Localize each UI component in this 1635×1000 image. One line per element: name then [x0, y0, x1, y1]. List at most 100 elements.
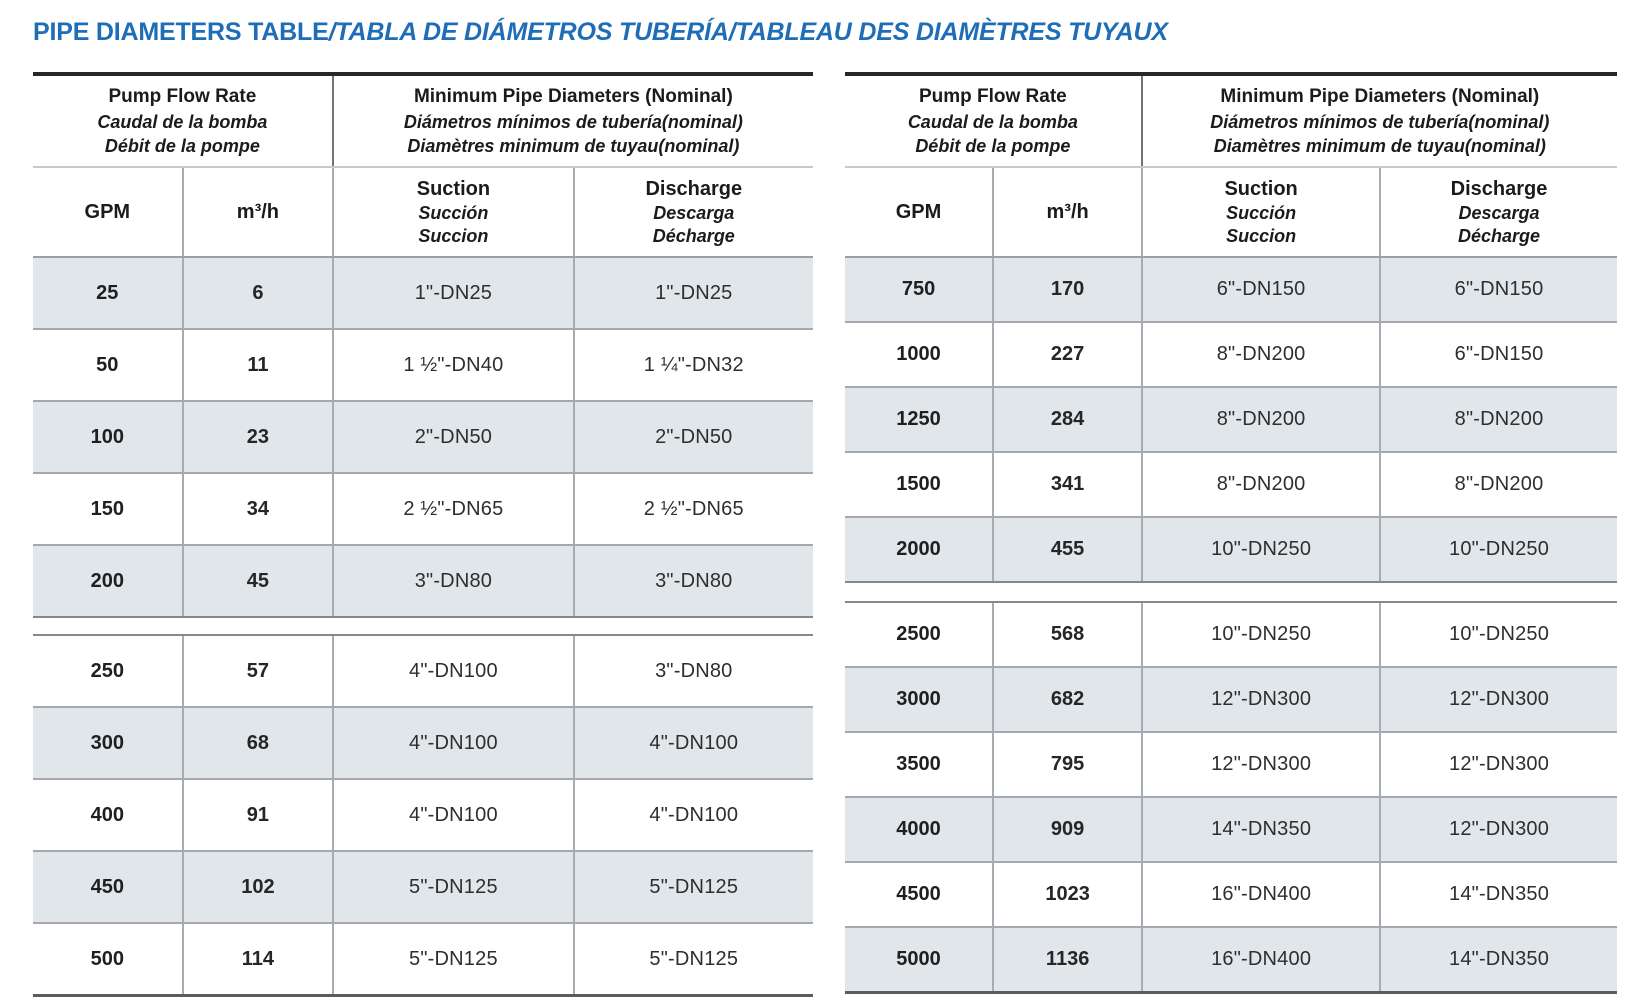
header-line: Succión — [1226, 202, 1297, 223]
cell-discharge: 2"-DN50 — [572, 402, 813, 472]
table-row: 750 170 6"-DN150 6"-DN150 — [845, 258, 1617, 321]
cell-gpm: 50 — [96, 353, 119, 376]
cell-gpm: 150 — [90, 497, 124, 520]
min-pipe-diameters-header: Minimum Pipe Diameters (Nominal) Diámetr… — [1140, 76, 1617, 166]
page-title: PIPE DIAMETERS TABLE/TABLA DE DIÁMETROS … — [33, 18, 1233, 47]
column-header-suction: Suction Succión Succion — [332, 168, 572, 256]
header-line: m³/h — [236, 201, 280, 223]
cell-discharge: 3"-DN80 — [572, 546, 813, 616]
table-body: 25 6 1"-DN25 1"-DN25 50 11 1 ½"-DN40 1 ¼"-DN32 1… — [33, 258, 813, 994]
table-row: 25 6 1"-DN25 1"-DN25 — [33, 258, 813, 328]
cell-discharge: 6"-DN150 — [1379, 258, 1617, 321]
table-row: 4000 909 14"-DN350 12"-DN300 — [845, 796, 1617, 861]
cell-m3h: 11 — [181, 330, 333, 400]
cell-m3h: 682 — [992, 668, 1141, 731]
header-line: Suction — [1224, 177, 1298, 200]
table-row: 1500 341 8"-DN200 8"-DN200 — [845, 451, 1617, 516]
cell-m3h: 170 — [992, 258, 1141, 321]
header-line: Débit de la pompe — [915, 135, 1071, 156]
header-line: m³/h — [1046, 201, 1089, 223]
cell-suction: 1"-DN25 — [332, 258, 572, 328]
section-gap — [33, 618, 813, 634]
header-line: Discharge — [645, 177, 743, 200]
column-header-m3h: m³/h — [181, 168, 333, 256]
cell-m3h: 909 — [992, 798, 1141, 861]
cell-m3h: 1136 — [992, 928, 1141, 991]
pipe-diameters-table-high-flow: Pump Flow Rate Caudal de la bomba Débit … — [845, 72, 1617, 994]
cell-suction: 1 ½"-DN40 — [332, 330, 572, 400]
cell-suction: 8"-DN200 — [1141, 388, 1379, 451]
column-header-gpm: GPM — [845, 168, 992, 256]
cell-m3h: 91 — [181, 780, 333, 850]
cell-m3h: 284 — [992, 388, 1141, 451]
cell-gpm: 25 — [96, 281, 119, 304]
cell-discharge: 1"-DN25 — [572, 258, 813, 328]
table-group-header: Pump Flow Rate Caudal de la bomba Débit … — [845, 76, 1617, 166]
table-row: 1000 227 8"-DN200 6"-DN150 — [845, 321, 1617, 386]
cell-gpm: 250 — [90, 659, 124, 682]
section-gap — [845, 583, 1617, 601]
column-header-gpm: GPM — [33, 168, 182, 256]
cell-discharge: 14"-DN350 — [1379, 928, 1617, 991]
cell-suction: 14"-DN350 — [1141, 798, 1379, 861]
cell-gpm: 100 — [90, 425, 124, 448]
cell-m3h: 6 — [181, 258, 333, 328]
table-row: 450 102 5"-DN125 5"-DN125 — [33, 850, 813, 922]
header-line: Minimum Pipe Diameters (Nominal) — [413, 85, 733, 107]
cell-suction: 10"-DN250 — [1141, 603, 1379, 666]
cell-m3h: 114 — [181, 924, 333, 994]
cell-m3h: 23 — [181, 402, 333, 472]
cell-suction: 4"-DN100 — [332, 636, 572, 706]
table-row: 250 57 4"-DN100 3"-DN80 — [33, 636, 813, 706]
cell-gpm: 3000 — [896, 688, 941, 710]
cell-discharge: 12"-DN300 — [1379, 733, 1617, 796]
cell-discharge: 5"-DN125 — [572, 852, 813, 922]
pipe-diameters-table-low-flow: Pump Flow Rate Caudal de la bomba Débit … — [33, 72, 813, 997]
cell-suction: 10"-DN250 — [1141, 518, 1379, 581]
cell-gpm: 5000 — [896, 948, 941, 970]
page-title-english: PIPE DIAMETERS TABLE — [33, 18, 329, 46]
cell-gpm: 1250 — [896, 408, 941, 430]
cell-discharge: 4"-DN100 — [572, 780, 813, 850]
header-line: Pump Flow Rate — [108, 85, 257, 107]
cell-gpm: 2000 — [896, 538, 941, 560]
cell-discharge: 5"-DN125 — [572, 924, 813, 994]
header-line: GPM — [84, 201, 131, 223]
cell-discharge: 14"-DN350 — [1379, 863, 1617, 926]
header-line: Diamètres minimum de tuyau(nominal) — [1213, 135, 1546, 156]
table-row: 5000 1136 16"-DN400 14"-DN350 — [845, 926, 1617, 991]
cell-gpm: 500 — [90, 947, 124, 970]
header-line: Descarga — [1458, 202, 1540, 223]
cell-m3h: 1023 — [992, 863, 1141, 926]
table-body: 750 170 6"-DN150 6"-DN150 1000 227 8"-DN200 6"-… — [845, 258, 1617, 991]
cell-m3h: 568 — [992, 603, 1141, 666]
cell-gpm: 2500 — [896, 623, 941, 645]
min-pipe-diameters-header: Minimum Pipe Diameters (Nominal) Diámetr… — [331, 76, 813, 166]
cell-suction: 5"-DN125 — [332, 852, 572, 922]
cell-discharge: 8"-DN200 — [1379, 388, 1617, 451]
cell-m3h: 34 — [181, 474, 333, 544]
header-line: Succión — [418, 202, 489, 223]
header-line: Diamètres minimum de tuyau(nominal) — [407, 135, 740, 156]
cell-m3h: 227 — [992, 323, 1141, 386]
cell-suction: 6"-DN150 — [1141, 258, 1379, 321]
header-line: Diámetros mínimos de tubería(nominal) — [403, 111, 743, 132]
table-row: 4500 1023 16"-DN400 14"-DN350 — [845, 861, 1617, 926]
cell-suction: 4"-DN100 — [332, 708, 572, 778]
cell-suction: 12"-DN300 — [1141, 733, 1379, 796]
cell-gpm: 1000 — [896, 343, 941, 365]
table-row: 3000 682 12"-DN300 12"-DN300 — [845, 666, 1617, 731]
table-row: 100 23 2"-DN50 2"-DN50 — [33, 400, 813, 472]
cell-suction: 2 ½"-DN65 — [332, 474, 572, 544]
cell-suction: 8"-DN200 — [1141, 323, 1379, 386]
cell-discharge: 4"-DN100 — [572, 708, 813, 778]
table-row: 1250 284 8"-DN200 8"-DN200 — [845, 386, 1617, 451]
table-column-header: GPM m³/h Suction Succión Succion Dischar… — [845, 166, 1617, 258]
page-title-translations: /TABLA DE DIÁMETROS TUBERÍA/TABLEAU DES … — [328, 18, 1168, 46]
cell-gpm: 4000 — [896, 818, 941, 840]
cell-m3h: 45 — [181, 546, 333, 616]
cell-suction: 5"-DN125 — [332, 924, 572, 994]
cell-m3h: 455 — [992, 518, 1141, 581]
cell-gpm: 750 — [901, 278, 936, 300]
table-row: 2500 568 10"-DN250 10"-DN250 — [845, 603, 1617, 666]
